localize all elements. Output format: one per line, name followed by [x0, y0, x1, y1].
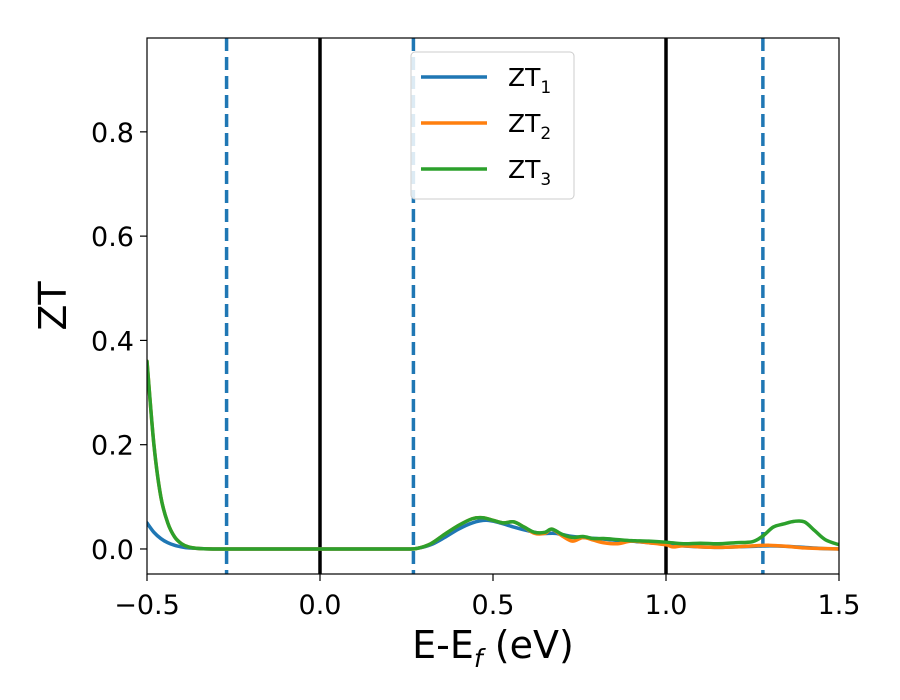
- y-axis-label: ZT: [31, 281, 75, 331]
- x-tick-label-1: 0.0: [299, 590, 342, 621]
- x-tick-label-0: −0.5: [114, 590, 180, 621]
- legend: ZT1 ZT2 ZT3: [410, 51, 575, 200]
- y-tick-label-4: 0.8: [91, 118, 134, 149]
- x-tick-label-2: 0.5: [472, 590, 515, 621]
- x-axis: −0.5 0.0 0.5 1.0 1.5: [114, 574, 860, 621]
- y-axis: 0.0 0.2 0.4 0.6 0.8: [91, 118, 147, 566]
- legend-label-zt1: ZT1: [508, 63, 551, 98]
- x-tick-label-4: 1.5: [818, 590, 861, 621]
- reference-lines: [224, 38, 765, 574]
- y-tick-label-3: 0.6: [91, 222, 134, 253]
- y-tick-label-0: 0.0: [91, 535, 134, 566]
- x-tick-label-3: 1.0: [645, 590, 688, 621]
- x-axis-label: E-Ef (eV): [412, 623, 574, 673]
- x-axis-label-unit: (eV): [483, 623, 574, 667]
- y-tick-label-2: 0.4: [91, 326, 134, 357]
- series-line-zt3: [147, 359, 839, 551]
- y-tick-label-1: 0.2: [91, 431, 134, 462]
- x-axis-label-main: E-E: [412, 623, 474, 667]
- legend-label-zt3: ZT3: [508, 155, 551, 190]
- legend-label-zt2: ZT2: [508, 109, 551, 144]
- legend-frame: [410, 51, 575, 200]
- series-lines: [147, 359, 839, 551]
